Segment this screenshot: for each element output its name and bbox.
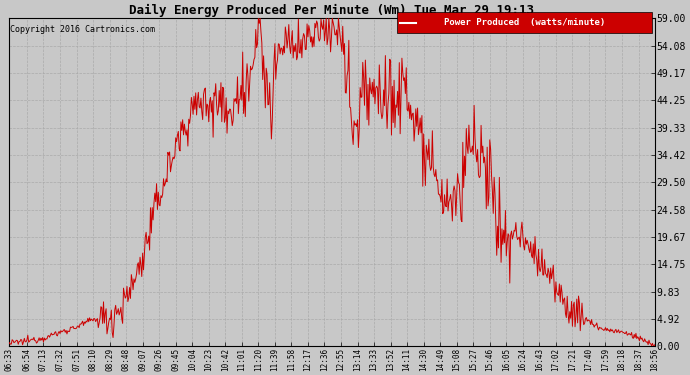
Text: Power Produced  (watts/minute): Power Produced (watts/minute) xyxy=(444,18,605,27)
Title: Daily Energy Produced Per Minute (Wm) Tue Mar 29 19:13: Daily Energy Produced Per Minute (Wm) Tu… xyxy=(129,4,534,17)
Text: Copyright 2016 Cartronics.com: Copyright 2016 Cartronics.com xyxy=(10,25,155,34)
FancyBboxPatch shape xyxy=(397,12,652,33)
